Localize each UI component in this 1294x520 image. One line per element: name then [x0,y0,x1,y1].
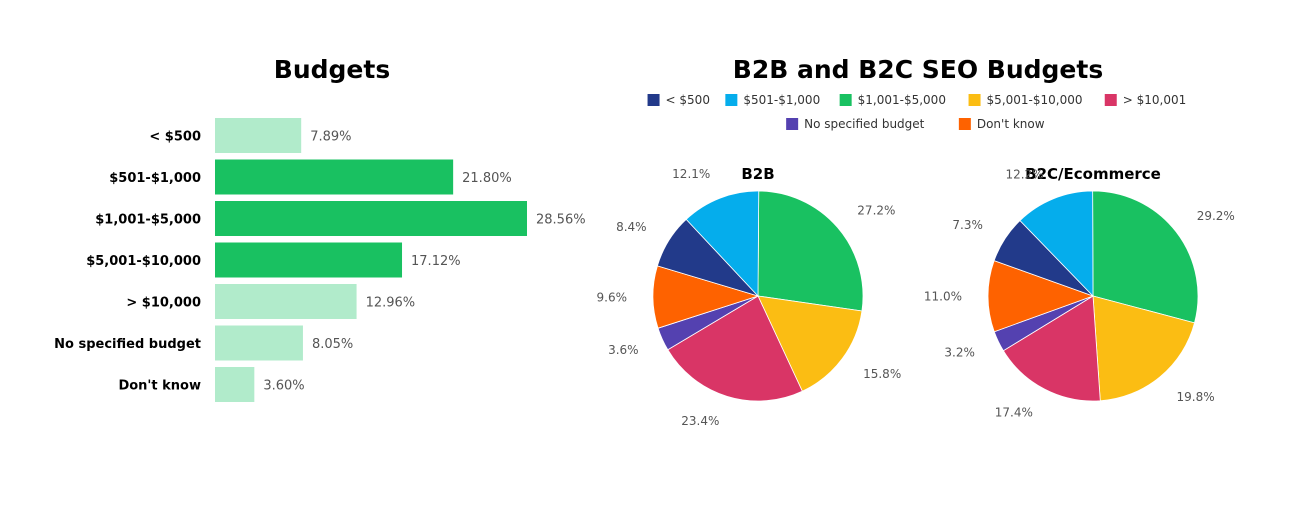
pie-b2c-ecommerce-slice-5-001-10-000 [1092,295,1195,402]
pie-b2b-label-no-specified-budget: 3.6% [608,343,639,357]
pie-b2b-label-500: 8.4% [616,220,647,234]
pie-b2c-ecommerce-slice-1-001-5-000 [1092,190,1199,324]
pie-b2c-ecommerce-label-1-001-5-000: 29.2% [1197,209,1235,223]
legend-label-500: < $500 [666,93,710,107]
bar-category-label: $501-$1,000 [109,171,201,186]
pie-b2b-slice-5-001-10-000 [757,295,863,392]
legend-swatch-500 [647,94,660,106]
bar-chart-title: Budgets [274,55,390,84]
bar-category-label: < $500 [149,130,201,145]
pie-b2c: B2C/Ecommerce 29.2% 19.8% 17.4% 3.2% 11.0% 7.… [924,165,1235,419]
bar-category-label: No specified budget [54,337,201,352]
legend-label-5-001-10-000: $5,001-$10,000 [987,93,1083,107]
pie-b2c-ecommerce-label-don-t-know: 11.0% [924,289,962,303]
pie-b2c-ecommerce-label-no-specified-budget: 3.2% [944,346,975,360]
legend-swatch-1-001-5-000 [839,94,852,106]
bar-category-label: > $10,000 [126,296,201,311]
bar-category-label: $5,001-$10,000 [86,254,201,269]
pie-b2c-ecommerce-label-5-001-10-000: 19.8% [1177,390,1215,404]
bar-category-label: Don't know [118,379,201,394]
bar-10-000 [215,284,357,319]
bar-501-1-000 [215,159,454,195]
legend-swatch-501-1-000 [725,94,738,106]
budgets-bar-chart: Budgets < $500 7.89% $501-$1,000 21.80% $1,0… [54,55,586,402]
pie-section-title: B2B and B2C SEO Budgets [733,55,1103,84]
legend-label-1-001-5-000: $1,001-$5,000 [858,93,946,107]
bar-value-label: 28.56% [536,213,586,228]
pie-b2b: B2B 27.2% 15.8% 23.4% 3.6% 9.6% 8.4% 12.1% [597,165,902,428]
pie-b2c-ecommerce-label-10-001: 17.4% [995,405,1033,419]
bar-value-label: 21.80% [462,171,512,186]
pie-b2c-ecommerce-label-501-1-000: 12.2% [1005,168,1043,182]
bar-category-label: $1,001-$5,000 [95,213,201,228]
pie-b2b-label-5-001-10-000: 15.8% [863,367,901,381]
pie-b2b-label-501-1-000: 12.1% [672,167,710,181]
bar-value-label: 3.60% [263,379,304,394]
legend-label-501-1-000: $501-$1,000 [743,93,820,107]
pie-b2c-ecommerce-label-500: 7.3% [952,218,983,232]
legend-label-don-t-know: Don't know [977,117,1045,131]
pie-b2c-ecommerce-slice-501-1-000 [1019,190,1094,297]
bar-value-label: 8.05% [312,337,353,352]
pie-b2c-ecommerce-slice-10-001 [1002,295,1101,402]
pie-b2b-slice-501-1-000 [685,190,760,298]
legend-swatch-5-001-10-000 [968,94,981,106]
legend-swatch-10-001 [1104,94,1117,106]
legend-swatch-no-specified-budget [786,118,799,130]
pie-b2b-title: B2B [741,165,774,183]
bar-don-t-know [215,367,255,402]
bar-500 [215,118,302,153]
bar-1-001-5-000 [215,201,527,236]
pie-b2b-label-10-001: 23.4% [681,414,719,428]
bar-marks: < $500 7.89% $501-$1,000 21.80% $1,001-$5,00… [54,118,586,402]
pie-b2b-slice-10-001 [667,295,803,402]
pie-legend: < $500 $501-$1,000 $1,001-$5,000 $5,001-$10… [647,93,1187,131]
seo-budgets-pie-section: B2B and B2C SEO Budgets < $500 $501-$1,00… [597,55,1235,428]
pie-b2b-slice-1-001-5-000 [757,190,864,312]
pie-b2b-label-1-001-5-000: 27.2% [857,204,895,218]
bar-value-label: 7.89% [310,130,351,145]
bar-5-001-10-000 [215,242,403,278]
pie-b2b-label-don-t-know: 9.6% [597,290,628,304]
bar-value-label: 12.96% [366,296,416,311]
legend-label-no-specified-budget: No specified budget [804,117,925,131]
bar-value-label: 17.12% [411,254,461,269]
pie-b2c-title: B2C/Ecommerce [1025,165,1161,183]
pie-b2c-ecommerce-slice-don-t-know [987,260,1095,333]
legend-swatch-don-t-know [958,118,971,130]
legend-label-10-001: > $10,001 [1123,93,1187,107]
bar-no-specified-budget [215,325,303,361]
